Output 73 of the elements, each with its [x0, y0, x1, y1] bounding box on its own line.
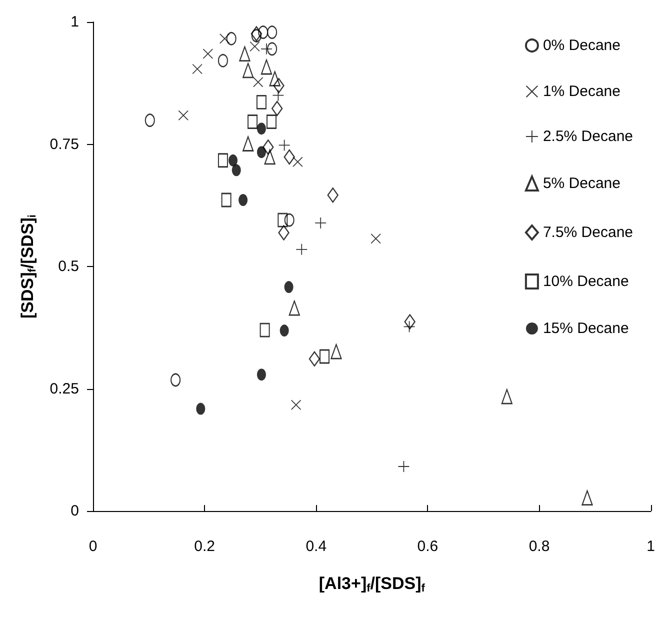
point	[220, 34, 230, 44]
point	[291, 400, 302, 410]
point	[256, 368, 266, 381]
point	[262, 140, 274, 155]
point	[178, 110, 188, 120]
point	[370, 234, 381, 244]
legend-label: 7.5% Decane	[542, 224, 634, 241]
point	[284, 149, 295, 165]
legend-label: 0% Decane	[542, 37, 621, 54]
point	[260, 43, 272, 54]
point	[251, 29, 262, 42]
x-tick-label: 0.6	[417, 538, 438, 555]
point	[238, 194, 248, 206]
y-tick-label: 1	[70, 14, 79, 30]
y-axis-title: [SDS]f/[SDS]i	[18, 214, 38, 318]
point	[296, 244, 308, 255]
point	[404, 314, 416, 330]
legend-label: 15% Decane	[542, 320, 629, 337]
point	[144, 114, 155, 127]
x-tick-label: 0.2	[194, 538, 215, 555]
point	[228, 154, 238, 166]
legend-label: 2.5% Decane	[542, 128, 634, 145]
point	[258, 26, 268, 39]
point	[250, 26, 262, 42]
point	[266, 114, 277, 129]
point	[242, 136, 254, 152]
point	[284, 281, 294, 294]
point	[256, 122, 266, 135]
y-tick-label: 0	[70, 502, 79, 520]
point	[280, 324, 289, 337]
point	[266, 26, 278, 39]
y-tick-label: 0.25	[50, 380, 79, 398]
point	[218, 54, 228, 68]
point	[319, 349, 330, 364]
point	[239, 46, 250, 62]
point	[271, 100, 283, 116]
point	[260, 322, 270, 338]
point	[226, 32, 236, 46]
point	[330, 344, 342, 360]
point	[256, 146, 266, 158]
legend-label: 1% Decane	[542, 83, 621, 100]
point	[501, 388, 513, 404]
point	[221, 192, 232, 208]
point	[327, 188, 338, 203]
point	[196, 402, 206, 415]
point	[278, 225, 290, 240]
point	[292, 156, 303, 167]
point	[260, 59, 272, 75]
point	[218, 153, 228, 168]
point	[170, 373, 181, 387]
point	[288, 300, 300, 316]
point	[269, 71, 280, 86]
point	[256, 95, 267, 110]
point	[266, 42, 278, 56]
legend-label: 5% Decane	[542, 175, 621, 192]
point	[247, 114, 258, 129]
x-tick-label: 0	[88, 538, 98, 555]
point	[242, 62, 254, 78]
y-tick-label: 0.75	[50, 136, 79, 153]
point	[278, 212, 288, 228]
x-tick-label: 0.8	[528, 538, 550, 555]
point	[315, 217, 326, 228]
x-tick-label: 0.4	[306, 538, 327, 555]
point	[232, 164, 241, 176]
x-tick-label: 1	[646, 538, 655, 555]
point	[308, 351, 320, 367]
point	[253, 77, 264, 88]
y-tick-label: 0.5	[58, 258, 79, 275]
point	[582, 490, 593, 506]
point	[284, 213, 294, 227]
point	[264, 149, 276, 165]
legend-label: 10% Decane	[542, 273, 629, 290]
point	[273, 78, 284, 94]
